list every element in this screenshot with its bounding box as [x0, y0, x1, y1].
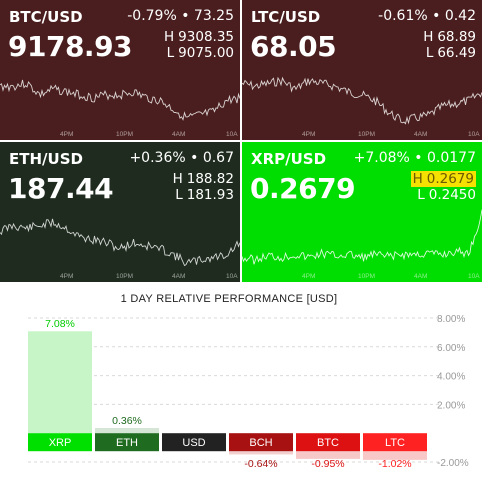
- low-value: L 0.2450: [417, 187, 476, 203]
- high-value: H 68.89: [423, 29, 476, 45]
- y-tick-label: -2.00%: [437, 458, 469, 469]
- time-tick: 4PM: [302, 131, 316, 138]
- pair-label: LTC/USD: [251, 8, 321, 26]
- performance-title: 1 DAY RELATIVE PERFORMANCE [USD]: [120, 293, 338, 305]
- time-tick: 10A: [468, 273, 480, 280]
- price-value: 68.05: [250, 30, 337, 63]
- price-value: 0.2679: [250, 172, 356, 205]
- change-value: -0.79% • 73.25: [127, 8, 234, 24]
- performance-bar: [28, 331, 92, 434]
- ticker-tile-eth[interactable]: ETH/USD +0.36% • 0.67 187.44 H 188.82 L 18…: [0, 142, 240, 282]
- price-sparkline: [242, 76, 482, 125]
- value-label: -1.02%: [378, 458, 411, 470]
- symbol-label: USD: [182, 437, 205, 449]
- value-label: -0.95%: [311, 458, 344, 470]
- symbol-label: BTC: [317, 437, 339, 449]
- high-value: H 188.82: [172, 171, 234, 187]
- y-tick-label: 2.00%: [437, 400, 465, 411]
- time-tick: 4AM: [414, 273, 428, 280]
- price-sparkline: [242, 209, 482, 265]
- pair-label: BTC/USD: [9, 8, 83, 26]
- ticker-tile-ltc[interactable]: LTC/USD -0.61% • 0.42 68.05 H 68.89 L 66.4…: [242, 0, 482, 140]
- performance-bar: [229, 451, 293, 455]
- time-tick: 10PM: [116, 131, 133, 138]
- time-tick: 4PM: [60, 273, 74, 280]
- time-tick: 10A: [226, 131, 238, 138]
- pair-label: XRP/USD: [251, 150, 327, 168]
- price-value: 187.44: [8, 172, 114, 205]
- symbol-label: BCH: [249, 437, 272, 449]
- symbol-label: XRP: [49, 437, 72, 449]
- value-label: 7.08%: [45, 318, 75, 330]
- low-value: L 181.93: [175, 187, 234, 203]
- price-sparkline: [0, 218, 240, 267]
- y-tick-label: 6.00%: [437, 343, 465, 354]
- ticker-tile-xrp[interactable]: XRP/USD +7.08% • 0.0177 0.2679 H 0.2679 L…: [242, 142, 482, 282]
- change-value: +0.36% • 0.67: [129, 150, 234, 166]
- sparkline-path: [242, 76, 482, 125]
- high-value: H 0.2679: [410, 171, 476, 187]
- low-value: L 66.49: [425, 45, 476, 61]
- symbol-block[interactable]: [229, 433, 293, 452]
- sparkline-path: [242, 209, 482, 265]
- price-sparkline: [0, 79, 240, 121]
- time-tick: 4AM: [172, 131, 186, 138]
- low-value: L 9075.00: [166, 45, 234, 61]
- symbol-label: ETH: [116, 437, 138, 449]
- value-label: -0.64%: [244, 458, 277, 470]
- change-value: -0.61% • 0.42: [378, 8, 476, 24]
- value-label: 0.36%: [112, 415, 142, 427]
- time-tick: 4AM: [414, 131, 428, 138]
- time-tick: 10PM: [116, 273, 133, 280]
- symbol-label: LTC: [385, 437, 405, 449]
- time-tick: 10PM: [358, 131, 375, 138]
- symbol-block[interactable]: [95, 433, 159, 452]
- time-tick: 4PM: [302, 273, 316, 280]
- y-tick-label: 8.00%: [437, 314, 465, 325]
- y-tick-label: 4.00%: [437, 372, 465, 383]
- time-tick: 10A: [468, 131, 480, 138]
- time-tick: 10PM: [358, 273, 375, 280]
- high-value: H 9308.35: [164, 29, 234, 45]
- time-tick: 4PM: [60, 131, 74, 138]
- symbol-block[interactable]: [363, 433, 427, 452]
- time-tick: 4AM: [172, 273, 186, 280]
- performance-bar: [363, 451, 427, 460]
- symbol-block[interactable]: [162, 433, 226, 452]
- sparkline-path: [0, 218, 240, 267]
- price-value: 9178.93: [8, 30, 133, 63]
- ticker-tile-btc[interactable]: BTC/USD -0.79% • 73.25 9178.93 H 9308.35 …: [0, 0, 240, 140]
- pair-label: ETH/USD: [9, 150, 83, 168]
- time-tick: 10A: [226, 273, 238, 280]
- symbol-block[interactable]: [28, 433, 92, 452]
- change-value: +7.08% • 0.0177: [353, 150, 476, 166]
- symbol-block[interactable]: [296, 433, 360, 452]
- performance-bar: [296, 451, 360, 459]
- sparkline-path: [0, 79, 240, 121]
- performance-bar: [95, 428, 159, 434]
